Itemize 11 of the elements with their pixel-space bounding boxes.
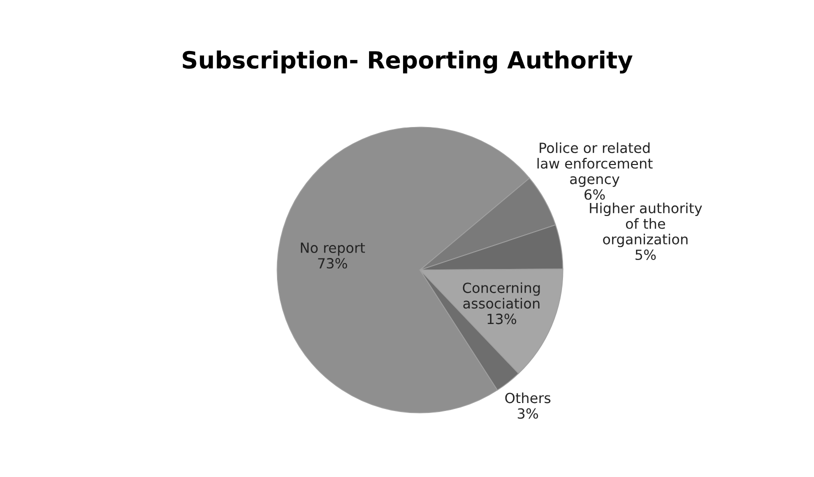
chart-title: Subscription- Reporting Authority [182, 50, 633, 74]
slice-label: Police or related law enforcement agency [538, 142, 653, 187]
data-label: 3% [518, 408, 538, 419]
data-label: 13% [488, 314, 516, 324]
slice-label: No report [300, 242, 365, 256]
data-label: 5% [636, 250, 656, 260]
slice-label: Others [505, 392, 550, 404]
slice-label: Concerning association [462, 282, 540, 309]
data-label: 6% [584, 189, 605, 200]
slice-label: Higher authority of the organization [590, 202, 702, 248]
data-label: 73% [318, 258, 348, 269]
